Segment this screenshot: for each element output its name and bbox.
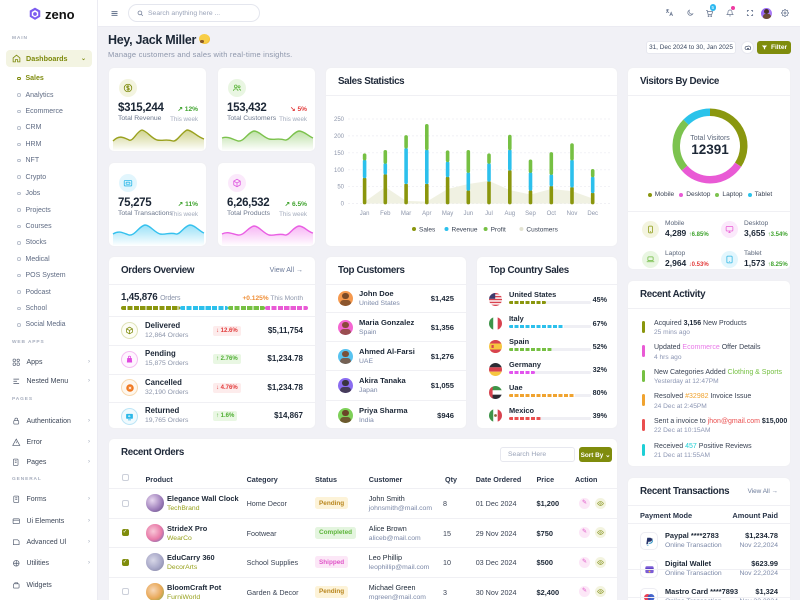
svg-text:Dec: Dec bbox=[587, 211, 598, 217]
svg-text:Revenue: Revenue bbox=[452, 227, 478, 234]
svg-text:0: 0 bbox=[341, 202, 345, 208]
svg-text:Mar: Mar bbox=[401, 211, 411, 217]
svg-text:Feb: Feb bbox=[380, 211, 391, 217]
svg-text:Jun: Jun bbox=[463, 211, 473, 217]
svg-text:250: 250 bbox=[334, 117, 345, 123]
svg-text:Apr: Apr bbox=[422, 211, 431, 217]
svg-text:150: 150 bbox=[334, 151, 345, 157]
svg-text:100: 100 bbox=[334, 168, 345, 174]
svg-text:50: 50 bbox=[337, 185, 344, 191]
svg-text:May: May bbox=[442, 211, 453, 217]
svg-text:Aug: Aug bbox=[504, 211, 515, 217]
svg-text:Profit: Profit bbox=[491, 227, 506, 234]
svg-text:Jul: Jul bbox=[485, 211, 493, 217]
svg-text:Sales: Sales bbox=[419, 227, 436, 234]
svg-text:Jan: Jan bbox=[360, 211, 370, 217]
svg-text:Total Visitors: Total Visitors bbox=[690, 135, 730, 142]
svg-text:Oct: Oct bbox=[547, 211, 557, 217]
svg-text:200: 200 bbox=[334, 134, 345, 140]
svg-text:Nov: Nov bbox=[567, 211, 578, 217]
svg-text:Customers: Customers bbox=[526, 227, 558, 234]
svg-text:Sep: Sep bbox=[525, 211, 536, 217]
svg-text:12391: 12391 bbox=[691, 142, 729, 157]
